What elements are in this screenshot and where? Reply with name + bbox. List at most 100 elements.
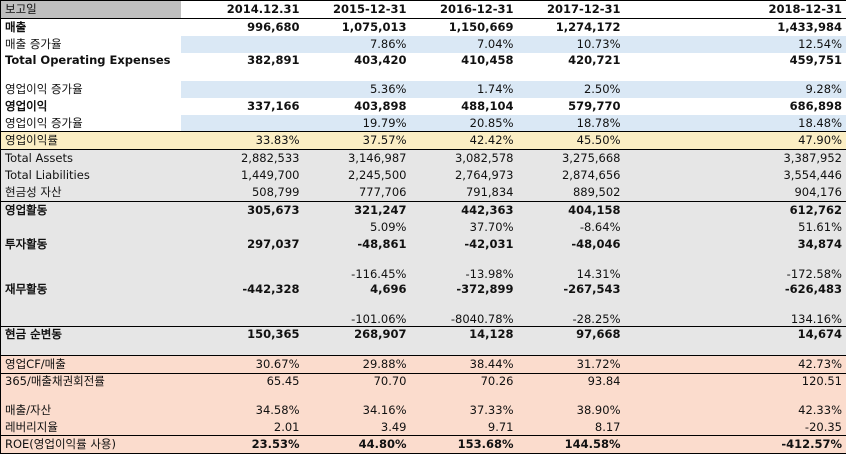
row-value-3: 97,668	[517, 326, 625, 356]
row-value-0	[180, 114, 304, 132]
row-value-0: 297,037	[180, 235, 304, 253]
row-value-3: 404,158	[517, 201, 625, 219]
row-value-2: 1,150,669	[448, 19, 514, 34]
row-value-2: 38.44%	[410, 355, 518, 374]
row-value-4: 42.33%	[624, 401, 846, 419]
row-value-4: -626,483	[624, 280, 846, 298]
row-label: Total Operating Expenses	[5, 52, 171, 67]
table-row: -101.06% -8040.78% -28.25% 134.16%	[0, 297, 846, 327]
row-value-0: 1,449,700	[180, 167, 304, 185]
row-value-4: -172.58%	[624, 252, 846, 281]
table-row: 영업활동 305,673 321,247 442,363 404,158 612,762	[0, 201, 846, 219]
row-label	[0, 218, 181, 236]
row-value-0: -442,328	[180, 280, 304, 298]
row-value-4: 612,762	[624, 201, 846, 219]
row-value-2: 410,458	[461, 52, 514, 67]
table-row: 현금 순변동 150,365 268,907 14,128 97,668 14,674	[0, 326, 846, 356]
year-2018: 2018-12-31	[624, 0, 846, 19]
table-row: Total Liabilities 1,449,700 2,245,500 2,764…	[0, 167, 846, 185]
row-label: 영업이익 증가율	[5, 115, 83, 130]
table-row: 영업CF/매출 30.67% 29.88% 38.44% 31.72% 42.73%	[0, 355, 846, 374]
table-row: 레버리지율 2.01 3.49 9.71 8.17 -20.35	[0, 418, 846, 437]
table-row: 재무활동 -442,328 4,696 -372,899 -267,543 -626,48…	[0, 280, 846, 298]
year-2017: 2017-12-31	[517, 0, 625, 19]
row-value-0: 337,166	[247, 98, 300, 113]
row-value-3: 45.50%	[517, 131, 625, 151]
table-row: 5.09% 37.70% -8.64% 51.61%	[0, 218, 846, 236]
row-value-3: 18.78%	[517, 114, 625, 132]
row-value-4: 18.48%	[624, 114, 846, 132]
row-value-2: -42,031	[410, 235, 518, 253]
row-label: Total Assets	[0, 149, 181, 168]
row-value-1: 3.49	[303, 418, 411, 437]
row-value-4: 1,433,984	[777, 19, 842, 34]
row-value-3: 579,770	[568, 98, 621, 113]
table-row: 매출 증가율 7.86% 7.04% 10.73% 12.54%	[1, 35, 846, 53]
row-value-0	[180, 35, 304, 53]
row-value-1: -116.45%	[303, 252, 411, 281]
row-value-2: -13.98%	[410, 252, 518, 281]
row-label: 레버리지율	[0, 418, 181, 437]
table-row: Total Assets 2,882,533 3,146,987 3,082,578 3…	[0, 149, 846, 168]
row-value-2: 14,128	[410, 326, 518, 356]
row-value-3: -48,046	[517, 235, 625, 253]
row-value-3: 144.58%	[517, 435, 625, 454]
row-value-3: 420,721	[568, 52, 621, 67]
row-value-1: 7.86%	[303, 35, 411, 53]
row-label: 영업이익	[5, 98, 48, 113]
row-value-0: 65.45	[180, 373, 304, 402]
row-value-4: 34,874	[624, 235, 846, 253]
row-value-4: 686,898	[789, 98, 842, 113]
row-value-2: 42.42%	[410, 131, 518, 151]
year-2016: 2016-12-31	[410, 0, 518, 19]
row-label: 영업이익 증가율	[5, 81, 83, 96]
row-label: 매출/자산	[0, 401, 181, 419]
table-row: 현금성 자산 508,799 777,706 791,834 889,502 904,17…	[0, 184, 846, 203]
row-label	[0, 252, 181, 281]
row-label: 현금성 자산	[0, 184, 181, 203]
row-label: 365/매출채권회전률	[0, 373, 181, 402]
row-value-1: 4,696	[303, 280, 411, 298]
row-label: 영업이익률	[0, 131, 181, 151]
row-value-2: 3,082,578	[410, 149, 518, 168]
row-value-3: 14.31%	[517, 252, 625, 281]
row-value-3: 3,275,668	[517, 149, 625, 168]
row-value-2: 488,104	[461, 98, 514, 113]
row-label: 매출	[5, 19, 27, 34]
row-value-2: 153.68%	[410, 435, 518, 454]
row-value-1: -48,861	[303, 235, 411, 253]
year-2014: 2014.12.31	[180, 0, 304, 19]
row-label: 영업활동	[0, 201, 181, 219]
row-value-4: -20.35	[624, 418, 846, 437]
row-value-0: 996,680	[247, 19, 300, 34]
row-value-1: 403,898	[354, 98, 407, 113]
row-value-3: 93.84	[517, 373, 625, 402]
row-value-1: -101.06%	[303, 297, 411, 327]
row-value-1: 34.16%	[303, 401, 411, 419]
row-value-1: 44.80%	[303, 435, 411, 454]
row-value-1: 268,907	[303, 326, 411, 356]
row-value-2: 791,834	[410, 184, 518, 203]
row-value-2: -372,899	[410, 280, 518, 298]
row-value-1: 70.70	[303, 373, 411, 402]
row-value-1: 1,075,013	[341, 19, 407, 34]
row-label: 재무활동	[0, 280, 181, 298]
row-value-0: 30.67%	[180, 355, 304, 374]
row-value-1: 2,245,500	[303, 167, 411, 185]
row-value-2: 2,764,973	[410, 167, 518, 185]
row-value-1: 3,146,987	[303, 149, 411, 168]
row-value-1: 777,706	[303, 184, 411, 203]
row-value-0: 305,673	[180, 201, 304, 219]
year-2015: 2015-12-31	[303, 0, 411, 19]
row-label: 매출 증가율	[5, 36, 62, 51]
row-label: 영업CF/매출	[0, 355, 181, 374]
row-value-4: 120.51	[624, 373, 846, 402]
row-value-1: 321,247	[303, 201, 411, 219]
table-row: ROE(영업이익률 사용) 23.53% 44.80% 153.68% 144.58% -…	[0, 435, 846, 454]
table-row: 매출/자산 34.58% 34.16% 37.33% 38.90% 42.33%	[0, 401, 846, 419]
row-value-1: 29.88%	[303, 355, 411, 374]
row-value-4: 3,554,446	[624, 167, 846, 185]
row-value-0: 34.58%	[180, 401, 304, 419]
row-value-2: 7.04%	[410, 35, 518, 53]
